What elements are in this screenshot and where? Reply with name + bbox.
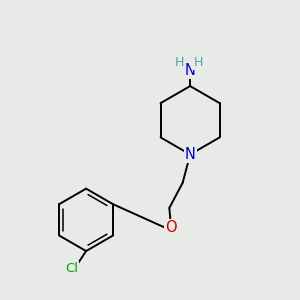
Text: N: N [185,147,196,162]
Text: Cl: Cl [65,262,78,275]
Text: N: N [185,63,196,78]
Text: H: H [175,56,184,69]
Text: H: H [194,56,203,69]
Text: O: O [165,220,177,235]
